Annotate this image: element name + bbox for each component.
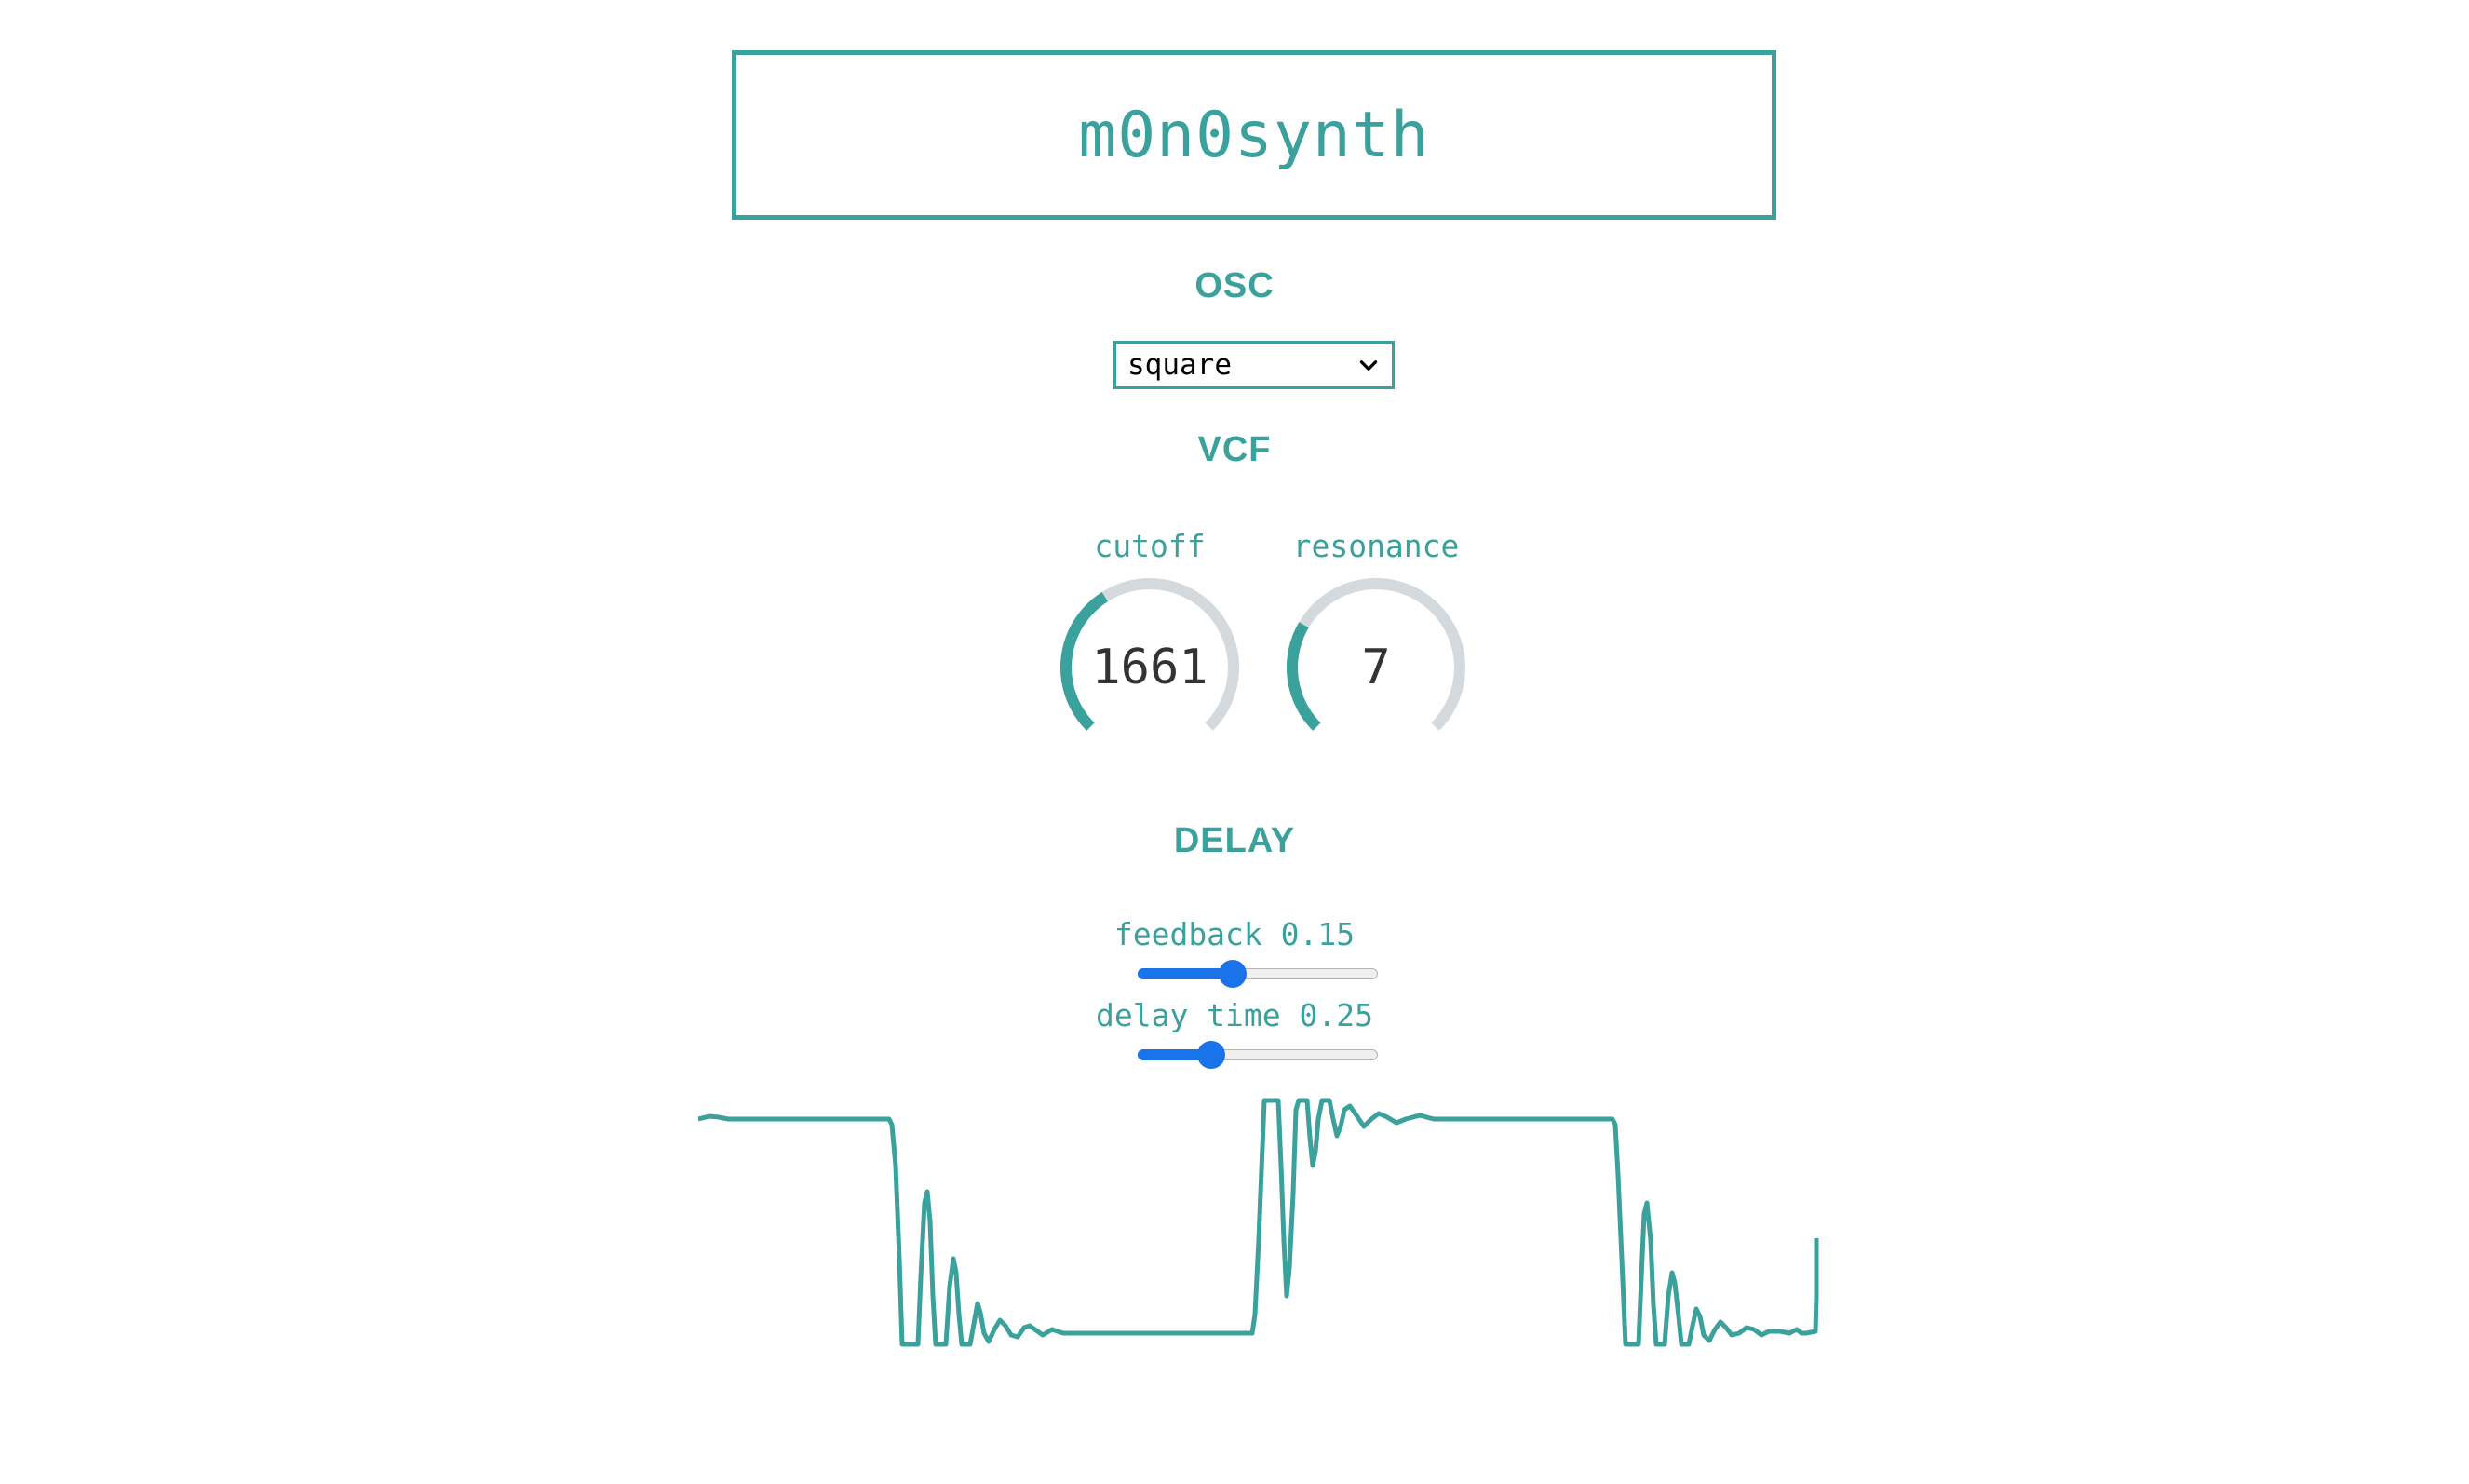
title-banner: m0n0synth <box>732 50 1776 220</box>
feedback-value: 0.15 <box>1280 916 1356 952</box>
feedback-slider[interactable] <box>1138 960 1378 988</box>
feedback-label: feedback <box>1113 916 1262 952</box>
cutoff-dial-arc <box>1060 591 1109 731</box>
waveform-select[interactable]: square <box>1113 341 1395 389</box>
delay-time-label-row: delay time 0.25 <box>0 997 2469 1033</box>
cutoff-dial[interactable] <box>1057 574 1243 761</box>
delay-heading: DELAY <box>1173 821 1296 860</box>
feedback-slider-thumb[interactable] <box>1218 960 1247 988</box>
waveform-select-value: square <box>1127 348 1232 382</box>
delay-time-slider-thumb[interactable] <box>1196 1041 1225 1069</box>
resonance-dial[interactable] <box>1283 574 1469 761</box>
resonance-dial-arc <box>1287 622 1321 731</box>
oscilloscope-waveform <box>698 1098 1819 1347</box>
delay-time-slider[interactable] <box>1138 1041 1378 1069</box>
delay-time-slider-fill <box>1138 1049 1211 1060</box>
delay-time-label: delay time <box>1095 997 1281 1033</box>
chevron-down-icon <box>1359 360 1378 371</box>
resonance-knob[interactable]: resonance 7 <box>1283 528 1469 770</box>
resonance-value: 7 <box>1361 640 1391 695</box>
delay-time-value: 0.25 <box>1299 997 1374 1033</box>
cutoff-value: 1661 <box>1091 640 1208 695</box>
app-title: m0n0synth <box>1078 98 1430 172</box>
feedback-label-row: feedback 0.15 <box>0 916 2469 952</box>
cutoff-knob[interactable]: cutoff 1661 <box>1057 528 1243 770</box>
osc-heading: OSC <box>1194 266 1275 305</box>
vcf-heading: VCF <box>1197 430 1272 469</box>
cutoff-label: cutoff <box>1094 528 1206 564</box>
oscilloscope-display <box>698 1098 1819 1347</box>
resonance-label: resonance <box>1292 528 1460 564</box>
feedback-slider-fill <box>1138 968 1233 979</box>
